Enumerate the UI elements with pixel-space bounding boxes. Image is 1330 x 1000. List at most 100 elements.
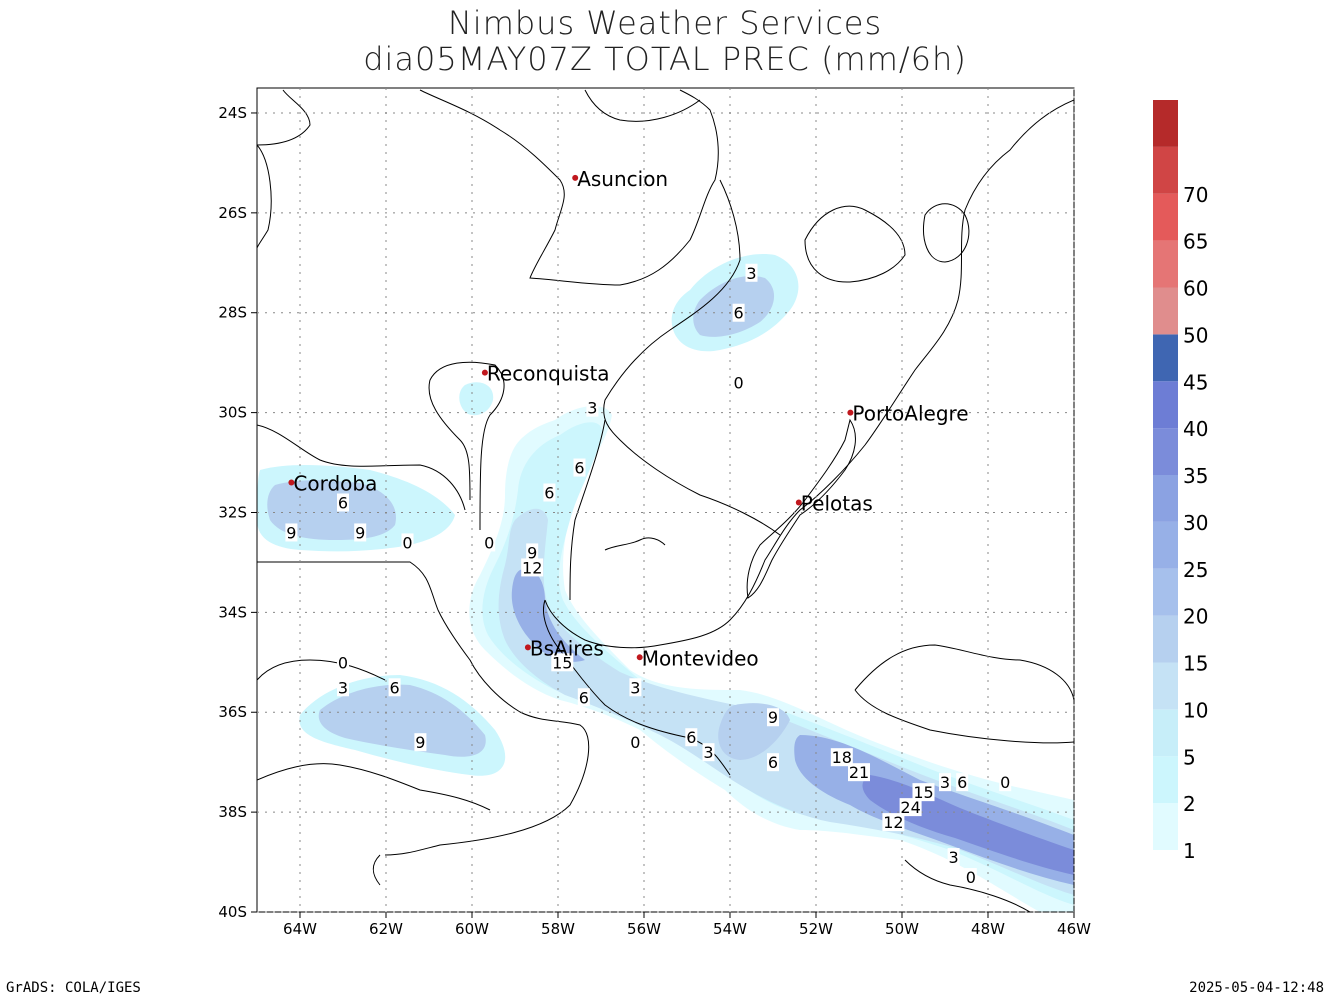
city-label: BsAires [530, 636, 604, 660]
colorbar-swatch [1153, 240, 1178, 288]
contour-label: 0 [734, 374, 744, 393]
colorbar-swatch [1153, 381, 1178, 429]
contour-label: 9 [415, 733, 425, 752]
contour-label-bg [526, 543, 539, 562]
colorbar-swatch [1153, 521, 1178, 569]
city-dot [288, 479, 295, 486]
lat-tick-label: 34S [218, 603, 247, 621]
contour-label-bg [586, 398, 599, 417]
outline-0-sw [257, 763, 491, 811]
lat-tick-label: 38S [218, 803, 247, 821]
colorbar-label: 40 [1183, 417, 1208, 441]
contour-label: 18 [832, 748, 852, 767]
contour-label: 0 [402, 533, 412, 552]
contour-label-bg [732, 373, 745, 392]
contour-label: 3 [949, 848, 959, 867]
contour-label-bg [964, 868, 977, 887]
city-dot [636, 654, 643, 661]
lon-tick-label: 64W [283, 920, 317, 938]
outline-0-reconquista [428, 361, 505, 531]
city-label: PortoAlegre [852, 402, 968, 426]
contour-label: 12 [883, 813, 903, 832]
outline-0-cordoba [257, 424, 466, 511]
contour-label-bg [912, 783, 935, 802]
contour-label: 0 [484, 533, 494, 552]
contour-label: 0 [630, 733, 640, 752]
contour-label: 9 [286, 523, 296, 542]
coastlines [257, 89, 1074, 912]
contour-label-bg [767, 753, 779, 772]
lon-tick-label: 48W [971, 920, 1005, 938]
lat-tick-label: 28S [218, 304, 247, 322]
contour-label-bg [899, 798, 922, 817]
colorbar-label: 45 [1183, 370, 1208, 394]
lon-tick-label: 56W [627, 920, 661, 938]
colorbar-swatch [1153, 475, 1178, 522]
lon-tick-label: 46W [1057, 920, 1091, 938]
colorbar-swatch [1153, 615, 1178, 663]
precip-area-reconquista [459, 382, 494, 416]
outline-0-se-2 [904, 859, 1031, 912]
lat-tick-label: 26S [218, 204, 247, 222]
contour-label-bg [483, 533, 496, 552]
colorbar-swatch [1153, 662, 1178, 710]
contour-label: 12 [522, 558, 542, 577]
contour-label: 9 [768, 708, 778, 727]
colorbar-swatch [1153, 287, 1178, 335]
city-label: Montevideo [642, 646, 759, 670]
precip-area-sw-2 [318, 684, 486, 757]
lake-uruguay [604, 537, 666, 551]
contour-label: 6 [768, 753, 778, 772]
contour-label: 3 [587, 399, 597, 418]
contour-label: 6 [338, 493, 348, 512]
border-argentina-brazil [603, 179, 781, 536]
lon-tick-label: 54W [713, 920, 747, 938]
contour-label: 3 [746, 264, 756, 283]
contour-label: 3 [703, 743, 713, 762]
city-dot [795, 499, 802, 506]
precip-shading [257, 254, 1074, 912]
colorbar-label: 25 [1183, 558, 1208, 582]
lagoa-patos [746, 418, 856, 599]
colorbar-label: 30 [1183, 511, 1208, 535]
contour-label: 6 [957, 773, 967, 792]
contour-label: 0 [966, 868, 976, 887]
outline-0-ne [804, 205, 906, 283]
border-paraguay [419, 89, 719, 286]
colorbar-swatch [1153, 756, 1178, 804]
city-label: Cordoba [293, 472, 377, 496]
colorbar-label: 20 [1183, 605, 1208, 629]
contour-label-bg [521, 558, 544, 577]
contour-label-bg [830, 748, 853, 767]
contour-label: 9 [355, 523, 365, 542]
colorbar-label: 10 [1183, 698, 1208, 722]
city-dot [572, 174, 579, 181]
border-uruguay [569, 419, 606, 601]
lat-tick-label: 24S [218, 104, 247, 122]
city-label: Reconquista [487, 362, 610, 386]
outline-0-ne-circle [923, 203, 970, 263]
colorbar-swatch [1153, 146, 1178, 194]
outline-south-coast-2 [257, 659, 386, 681]
contour-label: 9 [527, 543, 537, 562]
contour-label: 3 [338, 678, 348, 697]
colorbar-swatch [1153, 709, 1178, 757]
lon-tick-label: 52W [799, 920, 833, 938]
axis-labels: 24S 26S 28S 30S 32S 34S 36S 38S 40S 64W 62W 60W 58W 5… [218, 104, 1091, 938]
lat-tick-label: 30S [218, 404, 247, 422]
contour-label-bg [745, 263, 758, 282]
graticule [257, 88, 1075, 913]
contour-label-bg [685, 728, 698, 747]
colorbar-label: 65 [1183, 230, 1208, 254]
coast-line-south [257, 561, 590, 856]
coast-line-atlantic [544, 99, 1074, 649]
contour-label-bg [577, 688, 590, 707]
city-label: Asuncion [577, 167, 668, 191]
contour-label: 3 [940, 773, 950, 792]
lat-tick-label: 36S [218, 703, 247, 721]
lat-tick-label: 40S [218, 903, 247, 921]
contour-label: 21 [849, 763, 869, 782]
city-markers: Asuncion Reconquista PortoAlegre Cordoba Pel… [288, 167, 969, 670]
